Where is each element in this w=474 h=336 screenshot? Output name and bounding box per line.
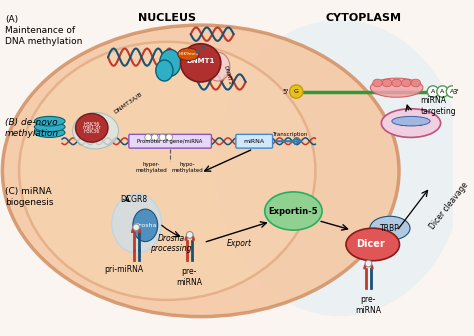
Ellipse shape	[382, 109, 441, 137]
Text: DCGR8: DCGR8	[120, 195, 147, 204]
Text: G: G	[294, 89, 299, 94]
Text: DNMT1: DNMT1	[223, 65, 233, 85]
Ellipse shape	[73, 113, 118, 149]
Circle shape	[290, 85, 303, 98]
Circle shape	[427, 86, 438, 97]
Text: 3': 3'	[452, 89, 458, 94]
Text: A: A	[431, 89, 435, 94]
Text: H3K36: H3K36	[83, 122, 100, 127]
Text: Dicer cleavage: Dicer cleavage	[428, 181, 470, 232]
Text: Transcription: Transcription	[272, 132, 307, 137]
Text: Exportin-5: Exportin-5	[269, 207, 318, 215]
Text: CYTOPLASM: CYTOPLASM	[325, 13, 401, 23]
Ellipse shape	[35, 128, 65, 137]
Ellipse shape	[401, 79, 411, 87]
Circle shape	[152, 134, 158, 141]
Text: pre-
miRNA: pre- miRNA	[355, 295, 381, 314]
Ellipse shape	[206, 52, 230, 81]
Text: me1 or: me1 or	[83, 125, 100, 130]
Text: A: A	[440, 89, 445, 94]
Ellipse shape	[370, 78, 423, 97]
Circle shape	[166, 134, 173, 141]
Ellipse shape	[160, 49, 181, 76]
Text: Drosha
processing: Drosha processing	[150, 234, 192, 253]
Text: 5': 5'	[283, 89, 289, 94]
Text: H3K36: H3K36	[83, 129, 100, 134]
Ellipse shape	[35, 122, 65, 132]
Text: miRNA: miRNA	[244, 139, 265, 144]
Circle shape	[447, 86, 458, 97]
Text: pre-
miRNA: pre- miRNA	[176, 267, 202, 287]
Text: pri-miRNA: pri-miRNA	[105, 265, 144, 275]
Ellipse shape	[215, 20, 464, 316]
Circle shape	[159, 134, 166, 141]
Circle shape	[437, 86, 448, 97]
Ellipse shape	[411, 79, 420, 87]
Ellipse shape	[383, 79, 392, 87]
Text: Drosha: Drosha	[134, 223, 156, 228]
Ellipse shape	[156, 60, 173, 81]
Ellipse shape	[346, 228, 400, 261]
Ellipse shape	[112, 194, 162, 253]
Ellipse shape	[2, 25, 399, 317]
Ellipse shape	[181, 44, 221, 82]
Text: DNMT1: DNMT1	[186, 58, 215, 64]
Circle shape	[133, 224, 139, 230]
Circle shape	[201, 45, 206, 50]
Ellipse shape	[373, 79, 383, 87]
Circle shape	[195, 49, 200, 54]
Text: (B) de-novo
methylation: (B) de-novo methylation	[5, 118, 59, 138]
Text: TRBP: TRBP	[380, 224, 400, 233]
Text: A: A	[450, 89, 454, 94]
Text: hyper-
methylated: hyper- methylated	[135, 162, 167, 173]
Text: miRNA
targeting: miRNA targeting	[420, 96, 456, 116]
FancyBboxPatch shape	[129, 134, 211, 148]
Circle shape	[186, 232, 193, 238]
Circle shape	[145, 134, 152, 141]
Ellipse shape	[178, 48, 199, 60]
Text: DNMT3A/B: DNMT3A/B	[113, 91, 143, 115]
Ellipse shape	[133, 209, 158, 242]
Text: (A)
Maintenance of
DNA methylation: (A) Maintenance of DNA methylation	[5, 15, 82, 46]
Text: Promoter of gene/miRNA: Promoter of gene/miRNA	[137, 139, 203, 144]
Text: H3K9me3: H3K9me3	[178, 52, 198, 56]
Ellipse shape	[392, 116, 430, 126]
Text: NUCLEUS: NUCLEUS	[138, 13, 196, 23]
Ellipse shape	[392, 79, 401, 87]
Text: Export: Export	[227, 239, 251, 248]
Ellipse shape	[35, 116, 65, 126]
Circle shape	[365, 260, 372, 267]
Text: (C) miRNA
biogenesis: (C) miRNA biogenesis	[5, 187, 53, 207]
Ellipse shape	[19, 42, 315, 300]
FancyBboxPatch shape	[236, 134, 273, 148]
Ellipse shape	[370, 216, 410, 240]
Ellipse shape	[75, 114, 108, 142]
Text: Dicer: Dicer	[356, 240, 385, 249]
Text: hypo-
methylated: hypo- methylated	[172, 162, 203, 173]
Text: RISC: RISC	[399, 119, 423, 128]
Ellipse shape	[265, 192, 322, 230]
